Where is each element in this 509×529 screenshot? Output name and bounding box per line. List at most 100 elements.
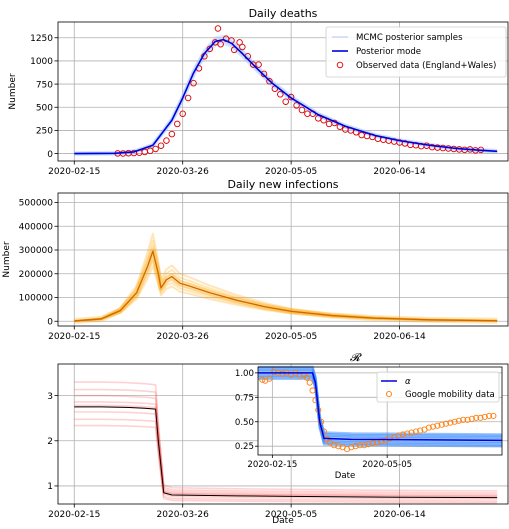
y-tick-label-2-0: 1 — [47, 482, 53, 492]
y-tick-label-0-2: 500 — [36, 103, 53, 113]
inset-mobility-point-40 — [417, 427, 424, 434]
plot-area-1 — [58, 193, 508, 326]
x-axis-label-2: Date — [272, 516, 294, 526]
observed-point-14 — [190, 79, 197, 87]
inset-mobility-point-11 — [303, 374, 310, 381]
inset-mobility-point-24 — [348, 444, 355, 451]
inset-x-tick-label-1: 2020-05-05 — [362, 460, 412, 470]
y-tick-label-1-2: 200000 — [19, 270, 54, 280]
observed-point-13 — [184, 94, 192, 102]
inset-alpha-line — [258, 372, 503, 442]
inset-mobility-point-36 — [399, 431, 407, 438]
posterior-sample-2-6 — [74, 424, 498, 504]
observed-point-7 — [152, 145, 159, 153]
y-tick-label-0-3: 750 — [36, 80, 53, 90]
x-tick-label-2-3: 2020-06-14 — [373, 510, 426, 520]
inset-mobility-point-48 — [451, 418, 458, 425]
observed-point-33 — [282, 98, 289, 105]
y-tick-label-0-0: 0 — [47, 150, 53, 160]
observed-point-30 — [266, 78, 273, 85]
observed-point-29 — [260, 70, 268, 78]
legend-label-mode: Posterior mode — [356, 47, 421, 57]
observed-point-17 — [206, 45, 214, 53]
inset-y-tick-label-0: 1.00 — [235, 369, 254, 379]
y-tick-label-0-1: 250 — [36, 127, 53, 137]
y-tick-label-1-0: 0 — [47, 317, 53, 327]
inset-mobility-point-44 — [434, 422, 441, 429]
x-tick-label-1-0: 2020-02-15 — [48, 332, 100, 342]
legend-label-samples: MCMC posterior samples — [356, 33, 463, 43]
x-tick-label-2-0: 2020-02-15 — [48, 510, 100, 520]
inset-y-tick-label-3: 0.25 — [235, 442, 254, 452]
inset-legend-label-alpha: α — [405, 377, 411, 387]
y-tick-label-2-1: 2 — [47, 437, 53, 447]
inset-mobility-point-3 — [270, 368, 277, 375]
posterior-sample-2-0 — [74, 381, 498, 492]
inset-mobility-point-35 — [395, 432, 402, 439]
inset-mobility-point-21 — [335, 443, 342, 450]
y-tick-label-0-5: 1250 — [30, 34, 53, 44]
inset-mobility-point-13 — [309, 387, 316, 394]
inset-mobility-point-29 — [369, 440, 376, 447]
inset-mobility-point-52 — [468, 415, 475, 422]
x-tick-label-2-2: 2020-05-05 — [265, 510, 317, 520]
observed-point-10 — [168, 130, 176, 138]
panel-title-1: Daily new infections — [227, 178, 338, 191]
legend-swatch-observed — [336, 61, 344, 69]
observed-point-32 — [277, 91, 284, 98]
y-tick-label-0-4: 1000 — [30, 57, 53, 67]
inset-mobility-point-37 — [404, 430, 411, 437]
x-tick-label-2-1: 2020-03-26 — [157, 510, 210, 520]
inset-y-tick-label-1: 0.75 — [235, 393, 254, 403]
observed-point-25 — [239, 43, 246, 51]
axes-frame-1 — [57, 192, 509, 327]
y-tick-label-1-1: 100000 — [19, 294, 54, 304]
inset-mobility-point-53 — [473, 414, 480, 421]
inset-mobility-point-43 — [430, 423, 437, 430]
y-tick-label-1-3: 300000 — [19, 246, 54, 256]
r-mode-line — [74, 406, 498, 499]
inset-mobility-point-45 — [438, 421, 445, 428]
inset-mobility-point-51 — [464, 416, 471, 423]
y-axis-label-0: Number — [8, 73, 18, 109]
panel-title-0: Daily deaths — [249, 7, 318, 20]
x-tick-label-0-0: 2020-02-15 — [48, 167, 100, 177]
observed-point-35 — [293, 102, 300, 109]
inset-mobility-point-46 — [442, 420, 450, 427]
inset-mobility-point-47 — [447, 419, 454, 426]
posterior-mode-line — [74, 38, 498, 155]
inset-mobility-point-28 — [365, 441, 372, 448]
inset-mobility-point-57 — [490, 412, 497, 419]
observed-point-8 — [157, 142, 165, 149]
inset-mobility-point-19 — [326, 439, 333, 446]
inset-mobility-point-39 — [412, 428, 419, 435]
x-tick-label-1-2: 2020-05-05 — [265, 332, 317, 342]
inset-legend-label-mobility: Google mobility data — [405, 390, 495, 400]
inset-mobility-point-25 — [352, 443, 359, 450]
infections-line — [74, 250, 498, 322]
x-tick-label-1-1: 2020-03-26 — [157, 332, 210, 342]
inset-frame — [257, 366, 503, 456]
inset-mobility-point-20 — [331, 442, 338, 449]
y-tick-label-1-4: 400000 — [19, 222, 54, 232]
observed-point-24 — [236, 39, 243, 46]
axes-frame-0 — [57, 21, 509, 162]
observed-point-9 — [163, 137, 170, 144]
inset-mobility-point-56 — [486, 412, 493, 419]
inset-mobility-point-5 — [279, 370, 286, 377]
inset-mobility-point-33 — [386, 435, 394, 442]
x-tick-label-0-2: 2020-05-05 — [265, 167, 317, 177]
observed-point-36 — [298, 106, 306, 114]
posterior-sample-2-5 — [74, 418, 498, 502]
inset-mobility-point-50 — [460, 416, 467, 423]
inset-mobility-point-26 — [356, 442, 363, 449]
axes-frame-2 — [57, 363, 509, 505]
inset-legend-box — [376, 371, 500, 403]
observed-point-28 — [255, 61, 262, 68]
inset-legend-swatch-mobility — [385, 390, 393, 398]
posterior-sample-1-5 — [74, 265, 498, 323]
observed-point-11 — [174, 120, 181, 128]
inset-mobility-point-0 — [259, 376, 266, 383]
legend-label-observed: Observed data (England+Wales) — [356, 61, 496, 71]
